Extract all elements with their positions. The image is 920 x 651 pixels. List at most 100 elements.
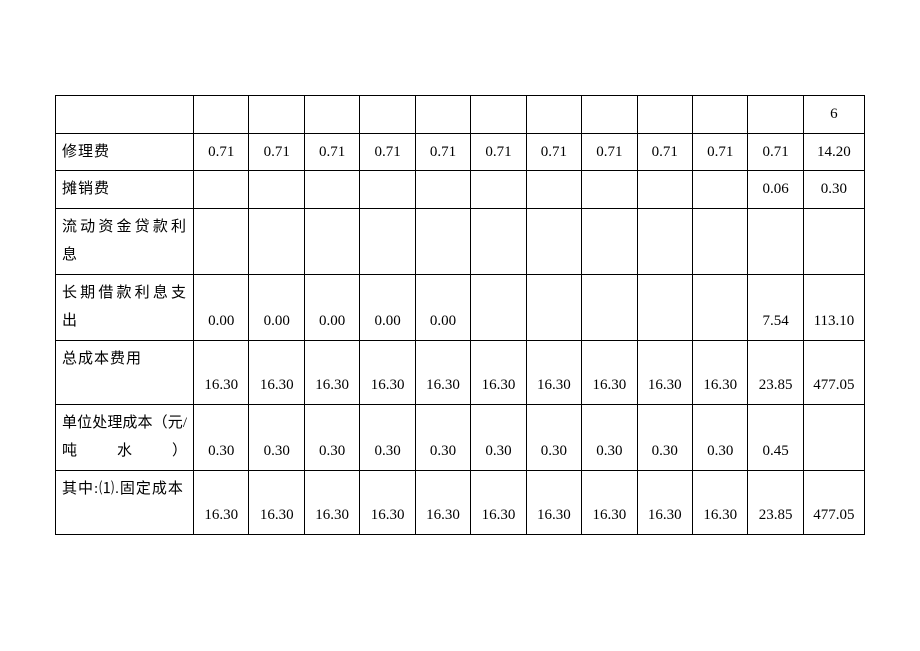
data-cell: 16.30 — [194, 340, 249, 404]
row-label: 修理费 — [56, 133, 194, 171]
data-cell: 0.30 — [304, 404, 359, 470]
data-cell — [415, 208, 470, 274]
data-cell — [415, 171, 470, 209]
row-label: 摊销费 — [56, 171, 194, 209]
data-cell: 16.30 — [415, 470, 470, 534]
data-cell — [471, 208, 526, 274]
data-cell: 6 — [803, 96, 864, 134]
data-cell: 16.30 — [692, 470, 747, 534]
data-cell: 16.30 — [249, 340, 304, 404]
data-cell — [803, 208, 864, 274]
data-cell — [471, 171, 526, 209]
data-cell — [360, 96, 415, 134]
data-cell — [637, 96, 692, 134]
data-cell: 0.71 — [637, 133, 692, 171]
table-row: 总成本费用 16.30 16.30 16.30 16.30 16.30 16.3… — [56, 340, 865, 404]
data-cell: 23.85 — [748, 340, 803, 404]
data-cell: 0.71 — [582, 133, 637, 171]
row-label — [56, 96, 194, 134]
table-row: 单位处理成本（元/吨水） 0.30 0.30 0.30 0.30 0.30 0.… — [56, 404, 865, 470]
row-label: 总成本费用 — [56, 340, 194, 404]
data-cell — [194, 171, 249, 209]
data-cell: 16.30 — [194, 470, 249, 534]
data-cell: 0.30 — [249, 404, 304, 470]
data-cell: 0.30 — [637, 404, 692, 470]
data-cell — [692, 274, 747, 340]
data-cell — [471, 274, 526, 340]
data-cell: 0.30 — [194, 404, 249, 470]
data-cell: 0.71 — [692, 133, 747, 171]
data-cell: 16.30 — [304, 340, 359, 404]
row-label: 其中:⑴.固定成本 — [56, 470, 194, 534]
data-cell — [304, 171, 359, 209]
data-cell — [748, 96, 803, 134]
data-cell — [748, 208, 803, 274]
data-cell: 0.00 — [360, 274, 415, 340]
row-label: 单位处理成本（元/吨水） — [56, 404, 194, 470]
data-cell: 16.30 — [471, 470, 526, 534]
data-cell: 477.05 — [803, 470, 864, 534]
data-cell: 14.20 — [803, 133, 864, 171]
data-cell: 23.85 — [748, 470, 803, 534]
data-cell — [194, 208, 249, 274]
data-cell — [360, 171, 415, 209]
row-label: 长期借款利息支出 — [56, 274, 194, 340]
cost-table-container: 6 修理费 0.71 0.71 0.71 0.71 0.71 0.71 0.71… — [55, 95, 865, 535]
data-cell — [249, 96, 304, 134]
data-cell — [637, 274, 692, 340]
data-cell: 16.30 — [360, 340, 415, 404]
data-cell — [526, 208, 581, 274]
data-cell — [582, 171, 637, 209]
data-cell: 16.30 — [692, 340, 747, 404]
data-cell — [194, 96, 249, 134]
data-cell: 16.30 — [526, 470, 581, 534]
data-cell: 0.00 — [415, 274, 470, 340]
data-cell: 16.30 — [637, 470, 692, 534]
data-cell: 0.30 — [692, 404, 747, 470]
data-cell: 16.30 — [415, 340, 470, 404]
data-cell — [526, 171, 581, 209]
data-cell: 0.06 — [748, 171, 803, 209]
data-cell: 0.00 — [249, 274, 304, 340]
data-cell — [304, 96, 359, 134]
data-cell: 477.05 — [803, 340, 864, 404]
table-row: 其中:⑴.固定成本 16.30 16.30 16.30 16.30 16.30 … — [56, 470, 865, 534]
data-cell: 0.30 — [360, 404, 415, 470]
data-cell — [637, 208, 692, 274]
data-cell: 0.30 — [582, 404, 637, 470]
data-cell: 0.30 — [471, 404, 526, 470]
cost-table: 6 修理费 0.71 0.71 0.71 0.71 0.71 0.71 0.71… — [55, 95, 865, 535]
data-cell: 0.71 — [304, 133, 359, 171]
data-cell — [471, 96, 526, 134]
data-cell — [582, 274, 637, 340]
table-row: 流动资金贷款利息 — [56, 208, 865, 274]
data-cell — [304, 208, 359, 274]
data-cell — [582, 208, 637, 274]
data-cell — [249, 208, 304, 274]
data-cell: 0.00 — [194, 274, 249, 340]
data-cell: 16.30 — [304, 470, 359, 534]
data-cell: 16.30 — [526, 340, 581, 404]
data-cell — [415, 96, 470, 134]
data-cell: 0.71 — [360, 133, 415, 171]
data-cell: 0.00 — [304, 274, 359, 340]
data-cell: 113.10 — [803, 274, 864, 340]
data-cell — [692, 208, 747, 274]
table-row: 长期借款利息支出 0.00 0.00 0.00 0.00 0.00 7.54 1… — [56, 274, 865, 340]
data-cell — [249, 171, 304, 209]
data-cell: 16.30 — [582, 340, 637, 404]
data-cell: 0.71 — [249, 133, 304, 171]
data-cell — [582, 96, 637, 134]
data-cell: 0.71 — [471, 133, 526, 171]
row-label: 流动资金贷款利息 — [56, 208, 194, 274]
data-cell — [526, 96, 581, 134]
data-cell: 16.30 — [360, 470, 415, 534]
data-cell: 0.71 — [526, 133, 581, 171]
data-cell — [360, 208, 415, 274]
data-cell — [637, 171, 692, 209]
data-cell: 0.71 — [194, 133, 249, 171]
data-cell: 16.30 — [637, 340, 692, 404]
data-cell: 16.30 — [249, 470, 304, 534]
data-cell — [526, 274, 581, 340]
data-cell — [692, 96, 747, 134]
